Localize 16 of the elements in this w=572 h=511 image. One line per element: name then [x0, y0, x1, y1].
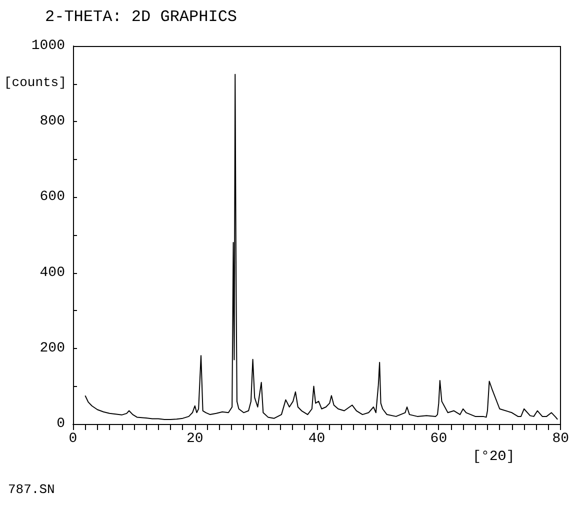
x-tick-label: 40	[308, 431, 326, 447]
x-tick-label: 20	[186, 431, 204, 447]
y-tick-label: 1000	[31, 38, 65, 54]
text: 787.SN	[8, 482, 55, 497]
y-axis-title: [counts]	[4, 74, 66, 90]
y-tick-label: 200	[40, 340, 65, 356]
y-tick-label: 400	[40, 264, 65, 281]
y-tick-label: 800	[40, 114, 65, 130]
x-axis-title: [°2Θ]	[472, 449, 515, 465]
x-tick-label: 0	[68, 431, 78, 447]
y-tick-label: 600	[40, 189, 65, 206]
x-tick-label: 60	[430, 431, 448, 447]
chart-title: 2-THETA: 2D GRAPHICS	[45, 8, 238, 26]
x-tick-label: 80	[552, 431, 570, 447]
line-series	[84, 74, 558, 420]
y-tick-label: 0	[56, 416, 65, 432]
